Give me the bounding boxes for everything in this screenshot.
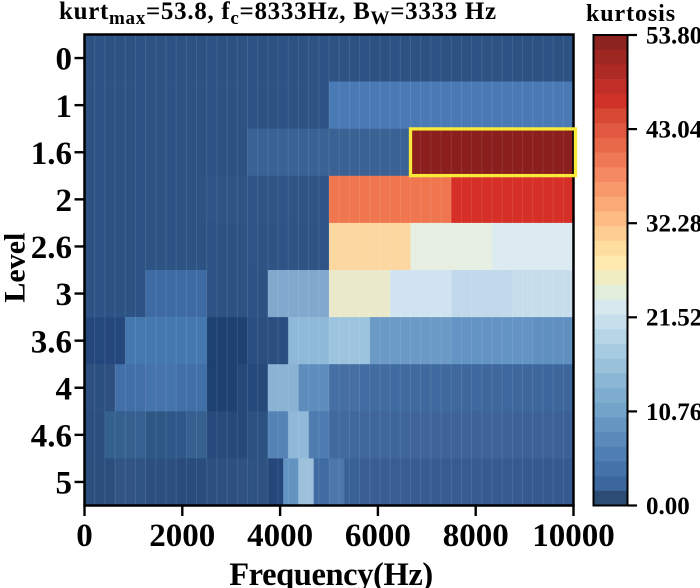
svg-text:4.6: 4.6 xyxy=(31,418,72,454)
svg-text:kurtosis: kurtosis xyxy=(586,1,676,27)
svg-text:4: 4 xyxy=(56,371,73,407)
svg-text:kurtmax=53.8, fc=8333Hz, BW=33: kurtmax=53.8, fc=8333Hz, BW=3333 Hz xyxy=(59,0,497,29)
svg-text:1.6: 1.6 xyxy=(31,136,72,172)
svg-text:0.00: 0.00 xyxy=(646,493,690,520)
svg-text:5: 5 xyxy=(56,466,73,502)
svg-text:3: 3 xyxy=(56,277,73,313)
svg-text:21.52: 21.52 xyxy=(646,305,700,332)
svg-text:0: 0 xyxy=(76,518,93,554)
svg-text:53.80: 53.80 xyxy=(646,22,700,49)
svg-text:10.76: 10.76 xyxy=(646,399,700,426)
svg-text:4000: 4000 xyxy=(247,518,313,554)
svg-text:8000: 8000 xyxy=(443,518,509,554)
svg-text:32.28: 32.28 xyxy=(646,211,700,238)
svg-text:Level: Level xyxy=(0,233,31,303)
svg-text:6000: 6000 xyxy=(345,518,411,554)
svg-text:43.04: 43.04 xyxy=(646,117,700,144)
svg-text:2: 2 xyxy=(56,183,73,219)
svg-text:2000: 2000 xyxy=(149,518,215,554)
svg-text:10000: 10000 xyxy=(532,518,615,554)
svg-text:2.6: 2.6 xyxy=(31,230,72,266)
svg-text:Frequency(Hz): Frequency(Hz) xyxy=(229,557,433,588)
svg-text:3.6: 3.6 xyxy=(31,324,72,360)
svg-text:1: 1 xyxy=(56,89,73,125)
svg-text:0: 0 xyxy=(56,42,73,78)
